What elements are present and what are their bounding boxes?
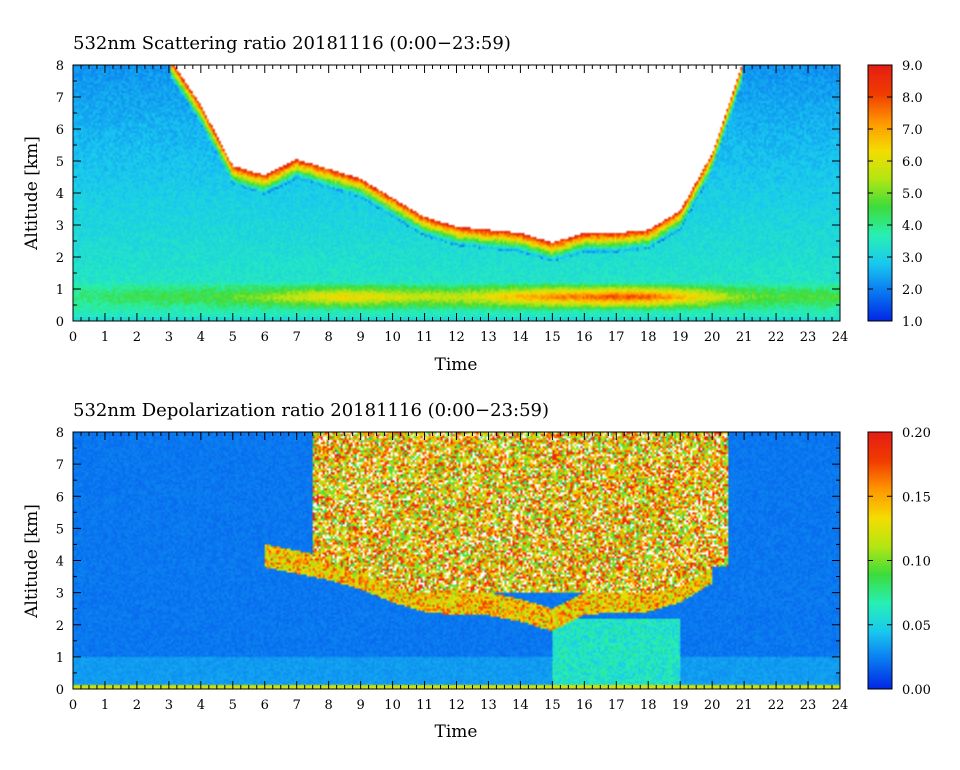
colorbar-tick-label: 5.0: [902, 187, 923, 202]
x-tick-label: 0: [69, 330, 77, 345]
x-tick-label: 4: [197, 698, 205, 713]
colorbar-tick-label: 9.0: [902, 59, 923, 74]
x-tick-label: 10: [384, 330, 401, 345]
x-tick-label: 23: [800, 698, 817, 713]
x-tick-label: 15: [544, 330, 561, 345]
x-tick-label: 7: [293, 330, 301, 345]
y-axis-scattering: 0 1 2 3 4 5 6 7 8: [56, 59, 840, 330]
x-tick-label: 14: [512, 698, 529, 713]
x-tick-label: 3: [165, 330, 173, 345]
y-tick-label: 7: [56, 458, 64, 473]
y-axis-depolarization: 0 1 2 3 4 5 6 7 8: [56, 426, 840, 698]
y-tick-label: 4: [56, 187, 64, 202]
x-tick-label: 16: [576, 330, 593, 345]
x-tick-label: 21: [736, 330, 753, 345]
x-tick-label: 20: [704, 698, 721, 713]
colorbar-tick-label: 2.0: [902, 283, 923, 298]
x-tick-label: 17: [608, 330, 625, 345]
x-axis-label-depolarization: Time: [435, 722, 478, 742]
y-tick-label: 3: [56, 219, 64, 234]
x-tick-label: 20: [704, 330, 721, 345]
chart-title-depolarization: 532nm Depolarization ratio 20181116 (0:0…: [73, 400, 549, 421]
x-tick-label: 23: [800, 330, 817, 345]
colorbar-tick-label: 3.0: [902, 251, 923, 266]
x-tick-label: 13: [480, 330, 497, 345]
y-tick-label: 5: [56, 155, 64, 170]
x-tick-label: 11: [416, 330, 433, 345]
x-tick-label: 12: [448, 330, 465, 345]
colorbar-tick-label: 0.05: [902, 619, 931, 634]
x-tick-label: 8: [325, 330, 333, 345]
x-tick-label: 0: [69, 698, 77, 713]
panel-scattering-ratio: 532nm Scattering ratio 20181116 (0:00−23…: [22, 33, 923, 375]
x-tick-label: 6: [261, 330, 269, 345]
x-tick-label: 2: [133, 330, 141, 345]
y-tick-label: 5: [56, 522, 64, 537]
x-tick-label: 7: [293, 698, 301, 713]
colorbar-tick-label: 6.0: [902, 155, 923, 170]
x-tick-label: 8: [325, 698, 333, 713]
x-tick-label: 4: [197, 330, 205, 345]
colorbar-tick-label: 0.10: [902, 555, 931, 570]
y-tick-label: 6: [56, 490, 64, 505]
y-tick-label: 0: [56, 683, 64, 698]
colorbar-tick-label: 8.0: [902, 91, 923, 106]
colorbar-ticks-scattering: 1.0 2.0 3.0 4.0 5.0 6.0 7.0 8.0 9.0: [868, 59, 923, 330]
y-tick-label: 1: [56, 283, 64, 298]
heatmap-scattering-ratio: [73, 65, 840, 321]
colorbar-tick-label: 0.20: [902, 426, 931, 441]
x-tick-label: 22: [768, 330, 785, 345]
x-tick-label: 11: [416, 698, 433, 713]
y-tick-label: 4: [56, 555, 64, 570]
x-tick-label: 14: [512, 330, 529, 345]
colorbar-ticks-depolarization: 0.00 0.05 0.10 0.15 0.20: [868, 426, 931, 698]
y-axis-label-scattering: Altitude [km]: [22, 136, 42, 251]
colorbar-tick-label: 7.0: [902, 123, 923, 138]
y-tick-label: 7: [56, 91, 64, 106]
x-tick-label: 9: [356, 330, 364, 345]
x-tick-label: 5: [229, 698, 237, 713]
x-tick-label: 21: [736, 698, 753, 713]
colorbar-tick-label: 0.15: [902, 490, 931, 505]
colorbar-tick-label: 1.0: [902, 315, 923, 330]
y-tick-label: 6: [56, 123, 64, 138]
x-tick-label: 5: [229, 330, 237, 345]
x-tick-label: 18: [640, 330, 657, 345]
y-tick-label: 8: [56, 426, 64, 441]
y-tick-label: 3: [56, 587, 64, 602]
x-tick-label: 24: [832, 330, 849, 345]
x-tick-label: 1: [101, 698, 109, 713]
x-tick-label: 6: [261, 698, 269, 713]
x-axis-label-scattering: Time: [435, 355, 478, 375]
x-tick-label: 9: [356, 698, 364, 713]
x-tick-label: 2: [133, 698, 141, 713]
y-tick-label: 0: [56, 315, 64, 330]
colorbar-tick-label: 0.00: [902, 683, 931, 698]
x-tick-label: 15: [544, 698, 561, 713]
x-tick-label: 12: [448, 698, 465, 713]
x-tick-label: 18: [640, 698, 657, 713]
y-tick-label: 2: [56, 619, 64, 634]
x-tick-label: 10: [384, 698, 401, 713]
colorbar-tick-label: 4.0: [902, 219, 923, 234]
chart-title-scattering: 532nm Scattering ratio 20181116 (0:00−23…: [73, 33, 511, 54]
x-tick-label: 16: [576, 698, 593, 713]
x-tick-label: 22: [768, 698, 785, 713]
y-tick-label: 2: [56, 251, 64, 266]
x-tick-label: 19: [672, 330, 689, 345]
x-axis-scattering: 0 1 2 3 4 5 6 7 8 9 10 11 12 13 14 15 16 17 18 19 20 21 22 23 24: [69, 65, 848, 345]
x-tick-label: 13: [480, 698, 497, 713]
x-tick-label: 19: [672, 698, 689, 713]
x-tick-label: 3: [165, 698, 173, 713]
x-tick-label: 17: [608, 698, 625, 713]
y-tick-label: 8: [56, 59, 64, 74]
heatmap-depolarization-ratio: [73, 432, 840, 689]
x-axis-depolarization: 0 1 2 3 4 5 6 7 8 9 10 11 12 13 14 15 16 17 18 19 20 21 22 23 24: [69, 432, 848, 713]
y-tick-label: 1: [56, 651, 64, 666]
x-tick-label: 24: [832, 698, 849, 713]
x-tick-label: 1: [101, 330, 109, 345]
y-axis-label-depolarization: Altitude [km]: [22, 504, 42, 619]
panel-depolarization-ratio: 532nm Depolarization ratio 20181116 (0:0…: [22, 400, 931, 742]
